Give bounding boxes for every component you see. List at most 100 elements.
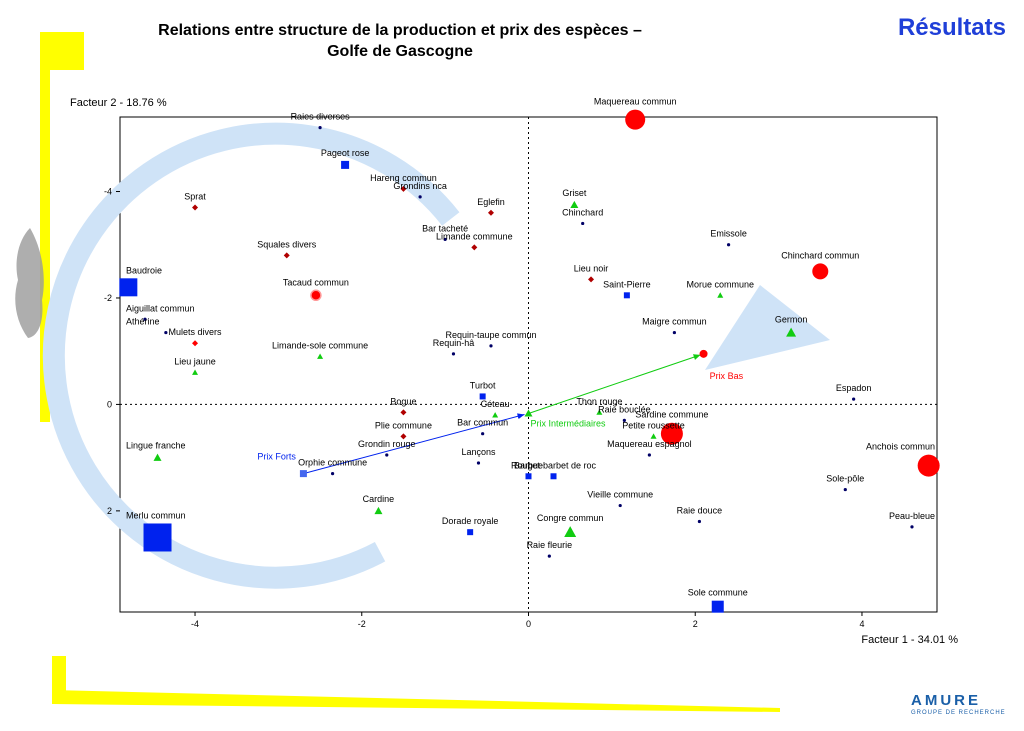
point-raie-bouclee	[622, 418, 626, 422]
slide-title: Relations entre structure de la producti…	[70, 20, 730, 62]
x-tick-label: 4	[859, 619, 864, 629]
label-lingue-franche: Lingue franche	[126, 441, 186, 451]
label-dorade-royale: Dorade royale	[442, 516, 499, 526]
point-mulets-divers	[192, 340, 199, 347]
supp-point-prix-forts	[299, 470, 307, 478]
label-lieu-jaune: Lieu jaune	[174, 356, 216, 366]
label-maquereau-commun: Maquereau commun	[594, 97, 677, 107]
label-espadon: Espadon	[836, 383, 872, 393]
point-peau-bleue	[910, 525, 914, 529]
point-vieille-commune	[618, 503, 622, 508]
point-raies-diverses	[318, 126, 322, 130]
point-aiguillat-commun	[143, 317, 147, 321]
point-atherine	[164, 330, 168, 335]
point-sprat	[192, 204, 199, 211]
label-rouget-barbet-de-roc: Rouget-barbet de roc	[511, 460, 597, 470]
point-grondin-rouge	[385, 453, 389, 457]
label-merlu-commun: Merlu commun	[126, 510, 186, 520]
point-merlu-commun	[143, 523, 172, 552]
label-raie-bouclee: Raie bouclée	[598, 404, 651, 414]
label-anchois-commun: Anchois commun	[866, 442, 935, 452]
point-petite-roussette	[650, 433, 657, 439]
label-requin-ha: Requin-hâ	[433, 338, 475, 348]
label-lancons: Lançons	[461, 447, 496, 457]
point-plie-commune	[400, 433, 407, 440]
point-raie-fleurie	[547, 554, 551, 558]
label-griset: Griset	[562, 188, 587, 198]
label-atherine: Athérine	[126, 317, 160, 327]
point-orphie-commune	[330, 472, 335, 476]
point-saint-pierre	[623, 292, 630, 299]
point-maquereau-commun	[625, 109, 646, 130]
point-pageot-rose	[341, 160, 350, 169]
label-morue-commune: Morue commune	[686, 279, 754, 289]
point-lieu-jaune	[192, 369, 199, 375]
point-baudroie	[119, 278, 138, 297]
label-limande-sole-commune: Limande-sole commune	[272, 341, 368, 351]
label-raie-douce: Raie douce	[677, 506, 723, 516]
label-peau-bleue: Peau-bleue	[889, 511, 935, 521]
point-grondins-nca	[418, 195, 422, 199]
label-germon: Germon	[775, 315, 808, 325]
label-bar-tachete: Bar tacheté	[422, 223, 468, 233]
point-limande-commune	[471, 244, 478, 251]
y-tick-label: 2	[107, 506, 112, 516]
label-baudroie: Baudroie	[126, 265, 162, 275]
point-sardine-commune	[660, 422, 683, 445]
supp-label-prix-forts: Prix Forts	[257, 452, 296, 462]
supp-label-prix-bas: Prix Bas	[710, 371, 744, 381]
yellow-frame-bottom	[52, 690, 780, 712]
label-barbue: Barbue	[514, 460, 543, 470]
label-vieille-commune: Vieille commune	[587, 490, 653, 500]
label-lieu-noir: Lieu noir	[574, 263, 609, 273]
point-squales-divers	[283, 252, 290, 259]
point-congre-commun	[564, 526, 577, 537]
point-sole-pole	[843, 487, 847, 492]
x-tick-label: 0	[526, 619, 531, 629]
point-lingue-franche	[153, 453, 162, 461]
slide-title-line1: Relations entre structure de la producti…	[158, 22, 642, 39]
label-grondins-nca: Grondins nca	[393, 181, 447, 191]
price-arrow-high-to-mid	[303, 413, 525, 475]
label-requin-taupe-commun: Requin-taupe commun	[445, 330, 536, 340]
label-hareng-commun: Hareng commun	[370, 173, 437, 183]
point-germon	[786, 327, 797, 337]
point-lieu-noir	[588, 276, 595, 283]
logo-subtitle: GROUPE DE RECHERCHE	[911, 710, 1006, 716]
point-cardine	[374, 506, 383, 515]
label-tacaud-commun: Tacaud commun	[283, 277, 349, 287]
label-petite-roussette: Petite roussette	[622, 420, 685, 430]
label-turbot: Turbot	[470, 380, 496, 390]
label-maquereau-espagnol: Maquereau espagnol	[607, 439, 692, 449]
label-cardine: Cardine	[363, 494, 395, 504]
point-chinchard	[581, 221, 585, 226]
point-turbot	[479, 393, 486, 400]
label-emissole: Emissole	[710, 229, 747, 239]
point-hareng-commun	[400, 185, 407, 192]
label-mulets-divers: Mulets divers	[169, 327, 223, 337]
label-sole-commune: Sole commune	[688, 588, 748, 598]
section-title: Résultats	[897, 14, 1006, 41]
label-sole-pole: Sole-pôle	[826, 474, 864, 484]
label-squales-divers: Squales divers	[257, 239, 317, 249]
point-anchois-commun	[917, 454, 940, 477]
point-raie-douce	[697, 519, 702, 524]
point-thon-rouge	[596, 409, 603, 415]
y-axis-label: Facteur 2 - 18.76 %	[70, 97, 167, 109]
x-tick-label: -4	[191, 619, 199, 629]
point-maigre-commun	[672, 330, 676, 335]
point-eglefin	[487, 209, 494, 216]
amure-logo: AMURE GROUPE DE RECHERCHE	[905, 688, 1011, 722]
point-sole-commune	[711, 600, 724, 613]
slide-title-line2: Golfe de Gascogne	[327, 43, 473, 60]
point-requin-taupe-commun	[489, 344, 493, 348]
x-tick-label: 2	[693, 619, 698, 629]
label-raies-diverses: Raies diverses	[291, 112, 351, 122]
point-bogue	[400, 409, 407, 416]
label-limande-commune: Limande commune	[436, 231, 513, 241]
point-bar-tachete	[443, 237, 447, 242]
label-congre-commun: Congre commun	[537, 513, 604, 523]
circular-arrow	[42, 122, 460, 589]
point-emissole	[726, 243, 731, 247]
